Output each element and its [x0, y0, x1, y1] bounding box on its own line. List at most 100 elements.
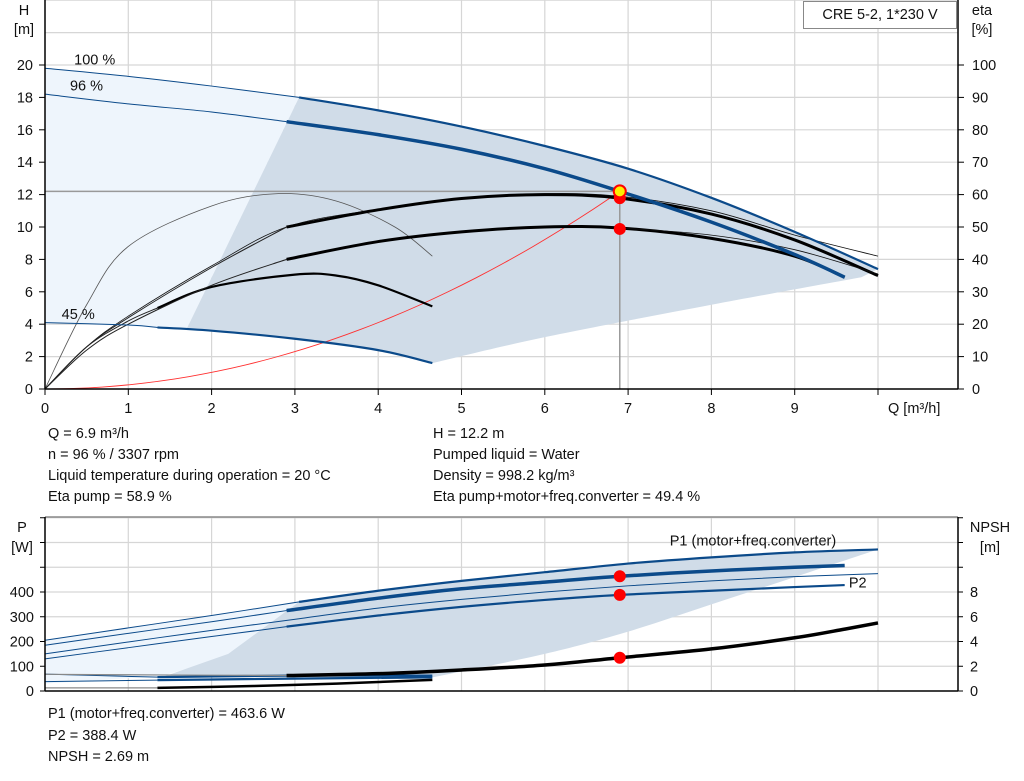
p1-point-marker: [613, 570, 626, 583]
power-curve-2-extrapolated: [44, 573, 879, 655]
eta-tick-label: 90: [972, 90, 988, 106]
eta-axis-unit: [%]: [972, 22, 993, 38]
h-tick-label: 8: [25, 252, 33, 268]
eta-curve-1: [157, 272, 433, 310]
h-tick-label: 20: [17, 58, 33, 74]
q-tick-label: 4: [374, 401, 382, 417]
results-top-left: Q = 6.9 m³/h n = 96 % / 3307 rpm Liquid …: [48, 424, 331, 508]
result-p2: P2 = 388.4 W: [48, 727, 137, 744]
q-tick-label: 3: [291, 401, 299, 417]
p-axis-unit: [W]: [11, 540, 33, 556]
dark-operating-region: [186, 97, 879, 364]
h-tick-label: 14: [17, 155, 33, 171]
eta-curve-3: [286, 193, 879, 277]
eta-curve-4: [286, 225, 846, 279]
speed-label-1: 96 %: [70, 79, 103, 95]
pump-title-box: CRE 5-2, 1*230 V: [803, 1, 957, 29]
eta-total-point-marker: [613, 222, 626, 235]
h-axis-label: H: [19, 3, 29, 19]
result-pumped-liquid: Pumped liquid = Water: [433, 447, 580, 463]
duty-point-marker: [612, 184, 627, 199]
h-tick-label: 10: [17, 220, 33, 236]
h-tick-label: 4: [25, 317, 33, 333]
p-tick-label: 400: [10, 585, 34, 601]
p-tick-label: 0: [26, 684, 34, 700]
h-tick-label: 18: [17, 90, 33, 106]
eta-axis-label: eta: [972, 3, 993, 19]
p-tick-label: 100: [10, 659, 34, 675]
eta-curve-0: [44, 193, 433, 390]
eta-curve-4-extrapolated: [44, 258, 287, 390]
q-tick-label: 8: [707, 401, 715, 417]
eta-tick-label: 100: [972, 58, 996, 74]
npsh-axis-label: NPSH: [970, 520, 1010, 536]
eta-tick-label: 50: [972, 220, 988, 236]
power-curve-3-extrapolated: [44, 626, 287, 660]
p2-point-marker: [613, 588, 626, 601]
eta-tick-label: 20: [972, 317, 988, 333]
speed-label-2: 45 %: [62, 307, 95, 323]
eta-tick-label: 80: [972, 123, 988, 139]
power-curve-1: [286, 563, 845, 613]
h-tick-label: 16: [17, 123, 33, 139]
eta-curve-5: [619, 227, 879, 275]
npsh-axis-unit: [m]: [980, 540, 1000, 556]
q-tick-label: 7: [624, 401, 632, 417]
q-tick-label: 5: [457, 401, 465, 417]
head-curve-1-extrapolated: [44, 93, 287, 123]
q-tick-label: 0: [41, 401, 49, 417]
npsh-tick-label: 4: [970, 635, 978, 651]
eta-tick-label: 10: [972, 350, 988, 366]
system-curve: [44, 190, 621, 390]
power-light-region: [45, 601, 300, 684]
result-density: Density = 998.2 kg/m³: [433, 468, 575, 484]
power-curve-1-extrapolated: [44, 610, 287, 646]
head-curve-1: [286, 119, 846, 279]
results-top-right: H = 12.2 m Pumped liquid = Water Density…: [433, 424, 700, 508]
result-flow: Q = 6.9 m³/h: [48, 426, 129, 442]
eta-tick-label: 70: [972, 155, 988, 171]
power-curve-3: [286, 583, 845, 628]
result-p1: P1 (motor+freq.converter) = 463.6 W: [48, 706, 285, 722]
h-tick-label: 2: [25, 350, 33, 366]
npsh-tick-label: 6: [970, 610, 978, 626]
eta-tick-label: 30: [972, 285, 988, 301]
q-tick-label: 1: [124, 401, 132, 417]
npsh-tick-label: 8: [970, 585, 978, 601]
power-curve-4: [157, 676, 433, 682]
npsh-curve-0-extrapolated: [44, 673, 287, 677]
speed-label-0: 100 %: [74, 53, 115, 69]
h-tick-label: 0: [25, 382, 33, 398]
h-tick-label: 6: [25, 285, 33, 301]
series-label-1: P2: [849, 576, 867, 592]
head-curve-0-extrapolated: [44, 67, 300, 98]
result-liquid-temperature: Liquid temperature during operation = 20…: [48, 468, 331, 484]
q-axis-label: Q [m³/h]: [888, 401, 940, 417]
npsh-tick-label: 0: [970, 684, 978, 700]
eta-tick-label: 0: [972, 382, 980, 398]
result-npsh: NPSH = 2.69 m: [48, 749, 150, 765]
head-curve-0: [298, 96, 879, 271]
head-curve-2-extrapolated: [44, 322, 158, 328]
npsh-point-marker: [613, 651, 626, 664]
series-label-0: P1 (motor+freq.converter): [670, 534, 836, 550]
npsh-curve-1: [157, 678, 433, 690]
q-tick-label: 6: [541, 401, 549, 417]
pump-title: CRE 5-2, 1*230 V: [822, 7, 938, 23]
result-eta-pump: Eta pump = 58.9 %: [48, 489, 172, 505]
result-eta-total: Eta pump+motor+freq.converter = 49.4 %: [433, 489, 701, 505]
result-speed: n = 96 % / 3307 rpm: [48, 447, 179, 463]
power-curve-0-extrapolated: [44, 601, 300, 641]
light-operating-region: [45, 68, 300, 330]
result-head: H = 12.2 m: [433, 426, 505, 442]
q-tick-label: 2: [208, 401, 216, 417]
eta-curve-3-extrapolated: [44, 226, 287, 390]
h-tick-label: 12: [17, 188, 33, 204]
eta-tick-label: 40: [972, 252, 988, 268]
p-tick-label: 200: [10, 635, 34, 651]
p-tick-label: 300: [10, 610, 34, 626]
p-axis-label: P: [17, 520, 27, 536]
h-axis-unit: [m]: [14, 22, 34, 38]
